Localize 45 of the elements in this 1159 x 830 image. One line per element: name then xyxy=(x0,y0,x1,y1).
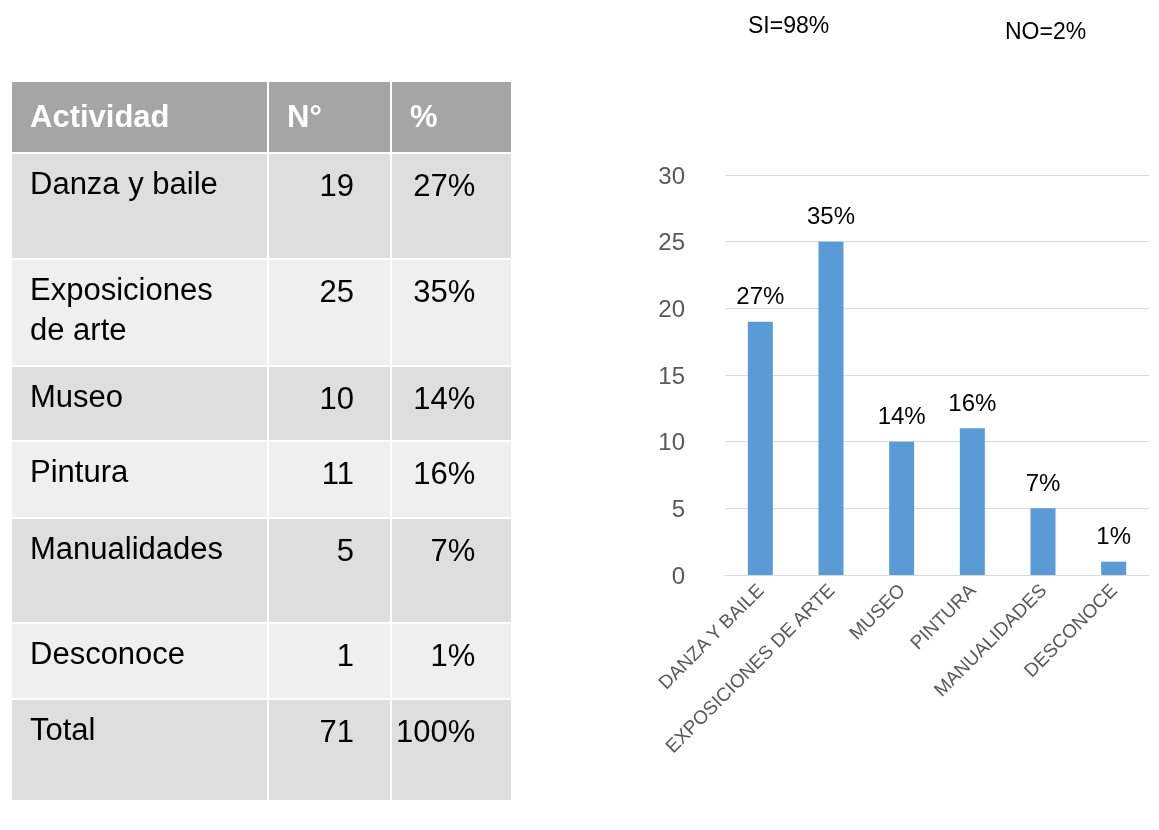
series-label: % xyxy=(391,81,513,153)
category-label: Danza y baile xyxy=(11,153,268,259)
data-label: 71 xyxy=(268,699,391,801)
data-label: 25 xyxy=(268,259,391,366)
data-label: 100% xyxy=(391,699,513,801)
data-label: 11 xyxy=(268,441,391,518)
annotation: 1% xyxy=(1096,522,1132,550)
data-label: 7% xyxy=(391,518,513,623)
bar xyxy=(818,241,844,575)
y-tick-label: 10 xyxy=(658,428,685,456)
annotation: 35% xyxy=(806,202,856,230)
y-tick-label: 20 xyxy=(658,294,685,322)
text: NO=2% xyxy=(1005,18,1087,45)
data-label: 1% xyxy=(391,623,513,699)
y-tick-label: 25 xyxy=(658,228,685,256)
data-label: 16% xyxy=(391,441,513,518)
annotation: 14% xyxy=(877,402,926,430)
data-label: 19 xyxy=(268,153,391,259)
annotation: 27% xyxy=(736,282,785,310)
bar xyxy=(959,428,985,575)
category-label: Exposiciones de arte xyxy=(11,259,268,366)
y-tick-label: 0 xyxy=(671,561,685,589)
bar xyxy=(1030,508,1056,575)
data-label: 35% xyxy=(391,259,513,366)
annotation: 7% xyxy=(1025,468,1061,496)
data-label: 5 xyxy=(268,518,391,623)
data-label: 1 xyxy=(268,623,391,699)
text: Actividad xyxy=(11,81,268,153)
category-label: Total xyxy=(11,699,268,801)
category-label: Manualidades xyxy=(11,518,268,623)
series-label: N° xyxy=(268,81,391,153)
category-label: Pintura xyxy=(11,441,268,518)
category-label: Museo xyxy=(11,366,268,441)
data-label: 14% xyxy=(391,366,513,441)
y-tick-label: 5 xyxy=(671,494,685,522)
bar xyxy=(1101,561,1127,575)
data-label: 27% xyxy=(391,153,513,259)
bar xyxy=(889,441,915,575)
text: SI=98% xyxy=(748,12,830,39)
data-label: 10 xyxy=(268,366,391,441)
annotation: 16% xyxy=(948,388,997,416)
bar xyxy=(747,321,773,575)
category-label: Desconoce xyxy=(11,623,268,699)
y-tick-label: 15 xyxy=(658,361,685,389)
y-tick-label: 30 xyxy=(658,161,685,189)
